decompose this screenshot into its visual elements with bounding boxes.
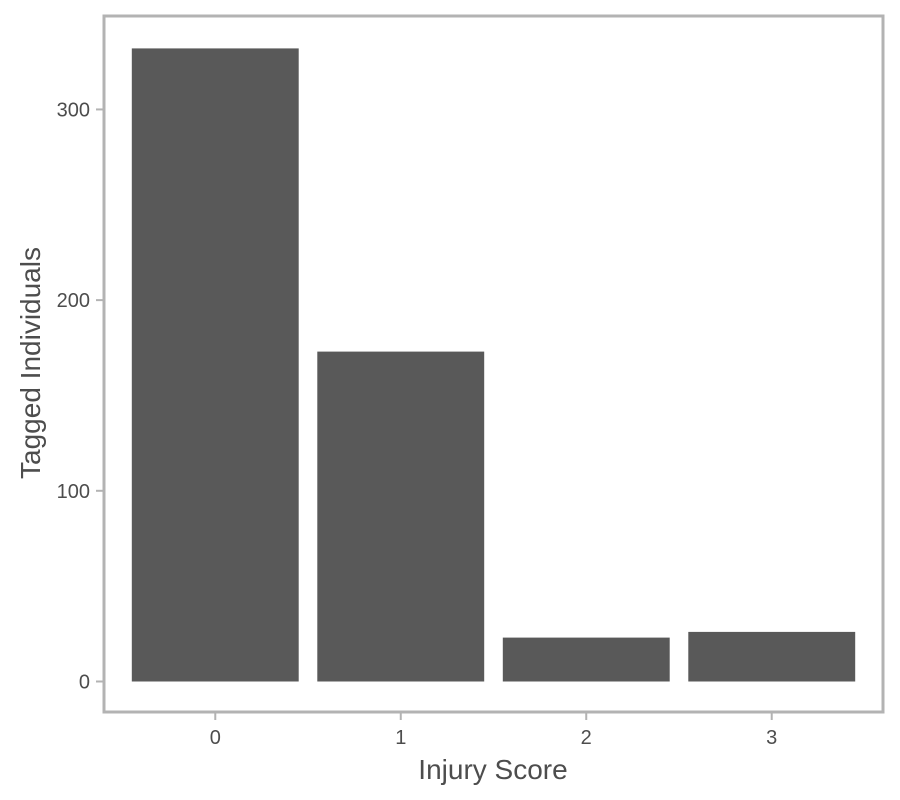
x-axis-title: Injury Score bbox=[418, 754, 567, 785]
y-axis-title: Tagged Individuals bbox=[15, 247, 46, 479]
y-tick-label-100: 100 bbox=[57, 481, 90, 503]
plot-panel bbox=[102, 14, 885, 714]
y-tick-label-200: 200 bbox=[57, 290, 90, 312]
x-axis: 0 1 2 3 bbox=[210, 712, 777, 749]
x-tick-label-2: 2 bbox=[581, 727, 592, 749]
bar-3 bbox=[688, 631, 856, 682]
x-tick-label-0: 0 bbox=[210, 727, 221, 749]
y-tick-label-0: 0 bbox=[79, 671, 90, 693]
bars bbox=[131, 48, 856, 682]
y-tick-label-300: 300 bbox=[57, 99, 90, 121]
y-axis: 0 100 200 300 bbox=[57, 99, 104, 693]
bar-2 bbox=[502, 637, 670, 682]
bar-0 bbox=[131, 48, 299, 682]
x-tick-label-1: 1 bbox=[395, 727, 406, 749]
bar-1 bbox=[317, 351, 485, 682]
x-tick-label-3: 3 bbox=[766, 727, 777, 749]
